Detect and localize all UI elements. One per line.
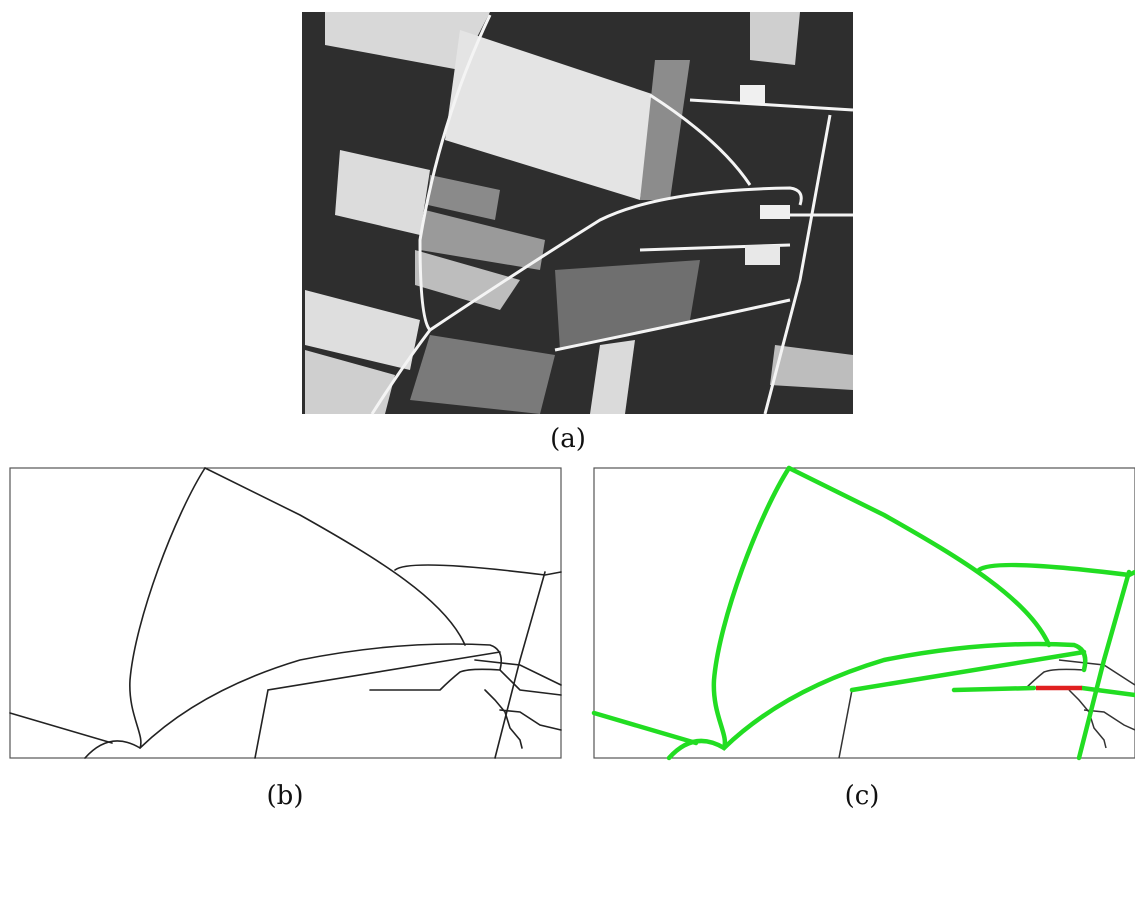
figure: (a) (b) bbox=[0, 0, 1135, 916]
panel-frame bbox=[10, 468, 561, 758]
panel-frame bbox=[594, 468, 1135, 758]
aerial-image bbox=[302, 12, 853, 414]
panel-label: (b) bbox=[267, 781, 304, 811]
panel-label: (c) bbox=[845, 781, 880, 811]
panel-label: (a) bbox=[550, 424, 586, 454]
